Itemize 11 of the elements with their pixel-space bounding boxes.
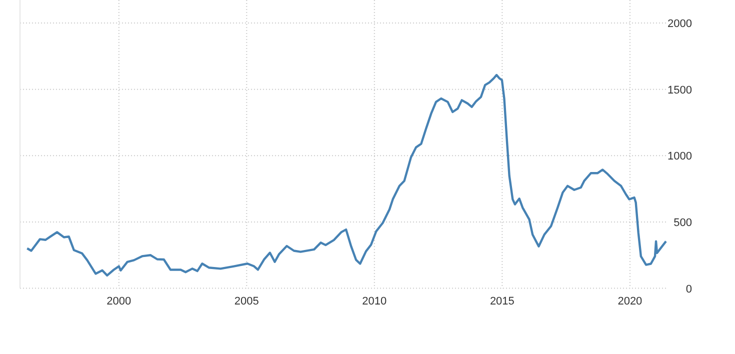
- y-tick-label: 1500: [668, 84, 692, 96]
- y-tick-label: 0: [686, 283, 692, 296]
- x-tick-label: 2005: [234, 295, 259, 308]
- y-tick-label: 1000: [668, 150, 692, 163]
- x-tick-label: 2000: [106, 295, 132, 308]
- y-tick-label: 500: [674, 216, 692, 229]
- x-tick-label: 2020: [618, 295, 642, 308]
- x-tick-label: 2010: [362, 295, 387, 308]
- line-series: [26, 74, 668, 277]
- y-tick-label: 2000: [668, 18, 692, 30]
- x-tick-label: 2015: [490, 295, 514, 308]
